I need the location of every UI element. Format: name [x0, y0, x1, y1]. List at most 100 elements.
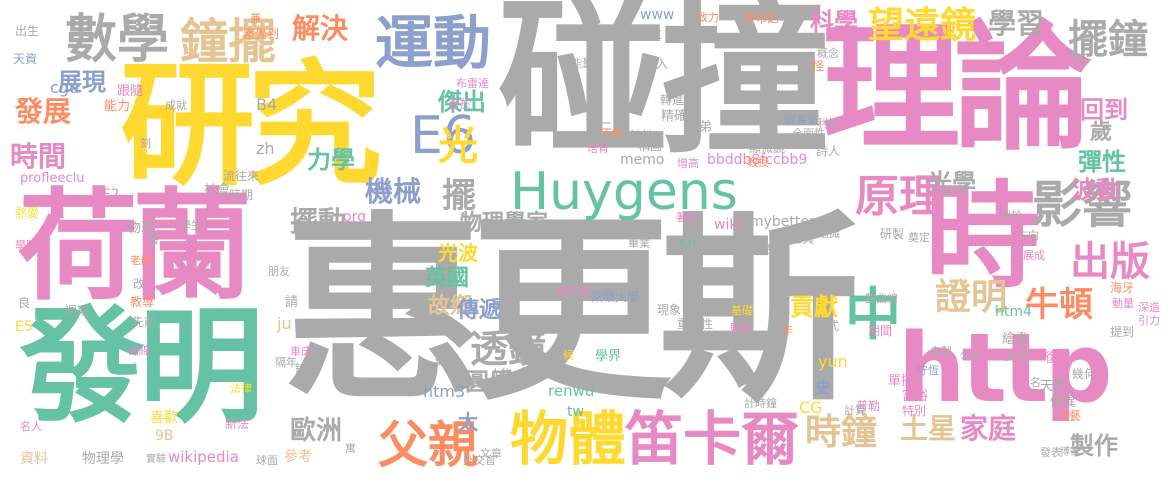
- word: 天體: [1040, 379, 1067, 394]
- word: E6: [410, 106, 476, 166]
- word: wiki: [714, 217, 742, 233]
- word: yun: [818, 352, 848, 371]
- word: 引入: [644, 57, 669, 71]
- word: tw: [567, 404, 584, 420]
- word: 彈性: [1078, 148, 1126, 176]
- word: mybetter: [750, 214, 815, 230]
- word: 隔年: [275, 356, 297, 369]
- word: 朋友: [268, 265, 290, 278]
- word: 社會: [204, 183, 231, 198]
- word: 發明: [20, 295, 264, 440]
- word: 學生: [180, 219, 202, 232]
- word: 用於: [1000, 209, 1022, 222]
- word: 怪: [812, 59, 825, 73]
- word: 參考: [284, 449, 312, 465]
- word: 發展成: [1012, 249, 1045, 262]
- word: 擺鐘: [1068, 17, 1148, 63]
- word: 畢業: [628, 237, 650, 250]
- word: 力學: [307, 146, 355, 174]
- word: 兼: [250, 12, 261, 25]
- word: 守恆: [917, 364, 939, 377]
- word: 提到: [1110, 325, 1135, 339]
- word: 擺動: [290, 205, 347, 238]
- word: 光波: [438, 241, 478, 265]
- word: 物體: [510, 405, 627, 473]
- word: 布雷達: [456, 77, 489, 90]
- word: 時間: [10, 140, 67, 173]
- word: 透鏡: [470, 327, 547, 371]
- word: 英國: [425, 266, 470, 291]
- word: 機械: [365, 175, 422, 208]
- word: 熱愛: [15, 206, 40, 220]
- word: 弟弟: [686, 120, 713, 135]
- word: 球面: [256, 454, 278, 467]
- word: 構圖: [638, 139, 663, 153]
- word: 圓周: [465, 368, 513, 396]
- word: 學界: [595, 349, 622, 364]
- word: 9B: [155, 428, 174, 444]
- word: 能力: [104, 99, 131, 114]
- word: 教導: [130, 295, 155, 309]
- word: 培育: [587, 142, 609, 155]
- word: 博士: [1060, 447, 1080, 458]
- word: 展現: [58, 68, 106, 96]
- word: wikipedia: [168, 448, 239, 466]
- word: 天資: [13, 52, 38, 66]
- word: 曲線: [128, 344, 150, 357]
- word: renwu: [548, 382, 595, 400]
- word: 不解: [601, 127, 623, 140]
- word: 善於: [448, 97, 473, 111]
- word: 歐洲: [290, 416, 343, 446]
- word: AF2: [93, 187, 120, 203]
- word: 數學: [65, 10, 170, 70]
- word: Huygens: [510, 162, 738, 222]
- word: 出生: [15, 24, 40, 38]
- word: ju: [277, 314, 292, 333]
- word: htm4: [995, 304, 1032, 320]
- word: 動量: [1112, 297, 1134, 310]
- word: 研究: [120, 47, 382, 204]
- word: CG: [799, 398, 823, 417]
- word: 笛卡爾: [625, 405, 800, 473]
- word: 優異: [1050, 395, 1077, 410]
- word: 物理: [128, 221, 155, 236]
- word: 貢獻: [790, 293, 838, 321]
- word: 跟隨: [117, 84, 144, 99]
- word: B4: [256, 95, 278, 114]
- word: 車床: [290, 345, 312, 358]
- word: 請: [285, 295, 299, 310]
- word: 能量: [571, 57, 593, 70]
- word: 基礎: [731, 304, 753, 317]
- word: 復興: [1045, 351, 1072, 366]
- word: 顯微鏡: [749, 141, 786, 155]
- word: 牛頓: [1025, 285, 1093, 325]
- word: 良: [18, 296, 31, 310]
- word: 旅遊: [537, 315, 562, 329]
- word: 動手: [628, 317, 650, 330]
- word: 工具: [790, 232, 815, 246]
- word: 見聞: [729, 322, 751, 335]
- word: 理論: [822, 8, 1092, 169]
- word: 計算: [844, 404, 866, 417]
- word: 特別: [902, 404, 927, 418]
- word: 學習: [988, 7, 1045, 40]
- word: 影響: [1032, 176, 1132, 234]
- word: 太: [458, 410, 478, 434]
- word: 觀察: [785, 72, 810, 86]
- word: 單擺: [888, 374, 915, 389]
- word: 奠定: [908, 231, 930, 244]
- word: zh: [256, 139, 275, 158]
- word: 公式: [960, 349, 982, 362]
- word: 發表: [1040, 446, 1062, 459]
- word: 成就: [165, 99, 187, 112]
- word: 才藝: [1057, 409, 1082, 423]
- word: 寓: [345, 442, 356, 455]
- word: 外交官: [463, 454, 496, 467]
- word: 小時: [765, 11, 787, 24]
- word: 鐘擺: [180, 14, 277, 70]
- word: 波動: [1072, 176, 1120, 204]
- word: 計時鐘: [744, 397, 777, 410]
- word: 物理學: [82, 451, 124, 467]
- word: 名人: [20, 420, 42, 433]
- word: 方向: [1017, 229, 1039, 242]
